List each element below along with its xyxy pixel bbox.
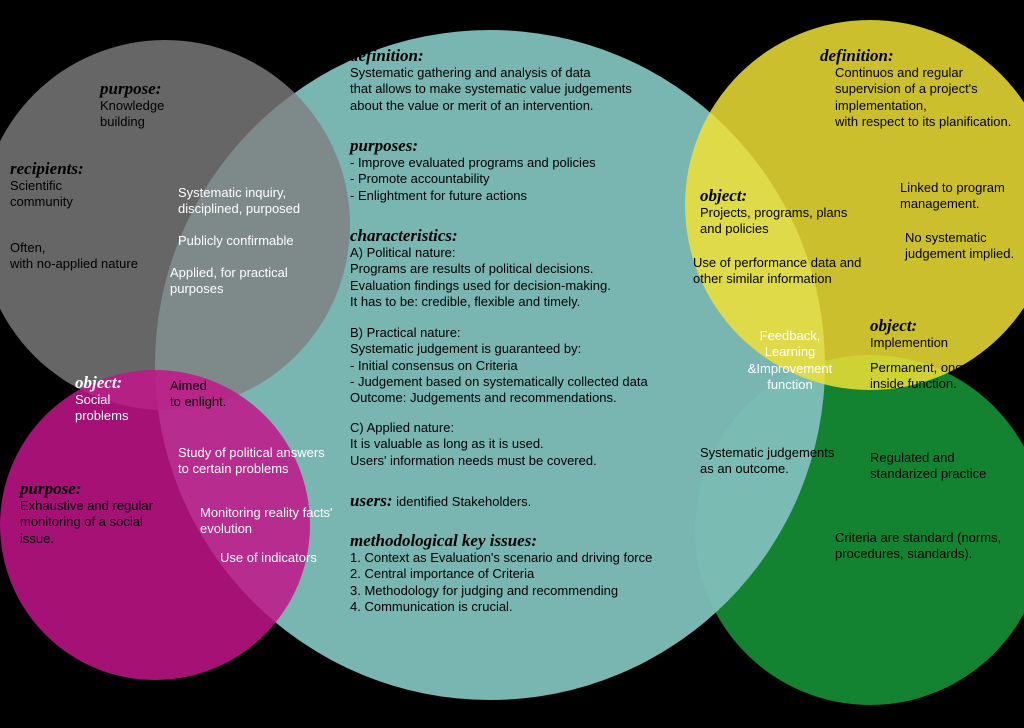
gray-magenta-object-h: object: [75, 372, 122, 393]
teal-charC: C) Applied nature: It is valuable as lon… [350, 420, 680, 469]
triple-left-l4: Use of indicators [220, 550, 340, 566]
yellow-def: Continuos and regular supervision of a p… [835, 65, 1024, 130]
gray-teal-l3: Applied, for practical purposes [170, 265, 330, 298]
green-l2: Criteria are standard (norms, procedures… [835, 530, 1005, 563]
triple-left-l3: Monitoring reality facts' evolution [200, 505, 340, 538]
teal-def-h: definition: [350, 45, 424, 66]
yellow-green-object: Implemention [870, 335, 990, 351]
teal-def: Systematic gathering and analysis of dat… [350, 65, 680, 114]
magenta-purpose-h: purpose: [20, 478, 81, 499]
gray-recipients: Scientific community [10, 178, 110, 211]
green-l1: Regulated and standarized practice [870, 450, 1020, 483]
teal-charA: A) Political nature: Programs are result… [350, 245, 680, 310]
triple-right: Feedback, Learning &Improvement function [735, 328, 845, 393]
gray-magenta-object: Social problems [75, 392, 165, 425]
teal-yellow-object-h: object: [700, 185, 747, 206]
gray-teal-l1: Systematic inquiry, disciplined, purpose… [178, 185, 338, 218]
teal-yellow-object: Projects, programs, plans and policies [700, 205, 850, 238]
teal-users-h: users: [350, 491, 393, 510]
gray-teal-l2: Publicly confirmable [178, 233, 338, 249]
triple-left-l1: Aimed to enlight. [170, 378, 270, 411]
teal-purp-h: purposes: [350, 135, 418, 156]
gray-recipients-header: recipients: [10, 158, 84, 179]
gray-note: Often, with no-applied nature [10, 240, 140, 273]
yellow-n2: No systematic judgement implied. [905, 230, 1024, 263]
teal-green: Systematic judgements as an outcome. [700, 445, 850, 478]
gray-purpose: Knowledge building [100, 98, 210, 131]
magenta-purpose: Exhaustive and regular monitoring of a s… [20, 498, 160, 547]
teal-charB: B) Practical nature: Systematic judgemen… [350, 325, 700, 406]
teal-users-line: users: identified Stakeholders. [350, 490, 531, 511]
triple-left-l2: Study of political answers to certain pr… [178, 445, 328, 478]
gray-purpose-header: purpose: [100, 78, 161, 99]
teal-users: identified Stakeholders. [393, 494, 532, 509]
yellow-def-h: definition: [820, 45, 894, 66]
teal-char-h: characteristics: [350, 225, 458, 246]
yellow-green-note: Permanent, ongoing, inside function. [870, 360, 1000, 393]
teal-purp: - Improve evaluated programs and policie… [350, 155, 670, 204]
venn-stage: purpose: Knowledge building recipients: … [0, 0, 1024, 728]
teal-yellow-note: Use of performance data and other simila… [693, 255, 893, 288]
yellow-green-object-h: object: [870, 315, 917, 336]
teal-meth: 1. Context as Evaluation's scenario and … [350, 550, 710, 615]
yellow-n1: Linked to program management. [900, 180, 1020, 213]
teal-meth-h: methodological key issues: [350, 530, 537, 551]
